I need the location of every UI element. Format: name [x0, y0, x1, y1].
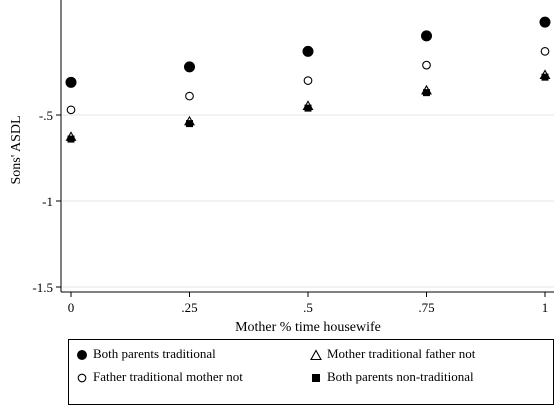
legend-item-both-traditional: Both parents traditional — [75, 346, 216, 362]
point-both-parents-traditional — [421, 30, 432, 42]
filled-square-icon — [309, 369, 323, 385]
legend-label: Mother traditional father not — [327, 346, 476, 361]
point-father-traditional — [66, 105, 76, 115]
point-father-traditional — [185, 91, 194, 101]
point-father-traditional — [303, 76, 313, 85]
legend-label: Father traditional mother not — [93, 369, 243, 384]
y-tick-label: -1 — [42, 194, 53, 209]
hollow-circle-icon — [75, 369, 89, 385]
point-both-parents-traditional — [184, 61, 195, 73]
y-tick-label: -1.5 — [32, 280, 53, 295]
y-axis-title: Sons' ASDL — [9, 115, 24, 184]
x-tick-label: .75 — [418, 300, 434, 315]
point-both-non-traditional — [186, 120, 193, 128]
point-father-traditional — [540, 47, 550, 56]
x-tick-label: 1 — [542, 300, 549, 315]
point-both-parents-traditional — [302, 45, 314, 57]
axes: -.5 -1 -1.5 0 .25 .5 .75 1 — [32, 0, 554, 315]
point-both-non-traditional — [423, 89, 430, 97]
point-both-parents-traditional — [65, 76, 77, 88]
point-both-non-traditional — [67, 135, 75, 143]
x-axis-title: Mother % time housewife — [235, 320, 381, 335]
legend-label: Both parents traditional — [93, 346, 216, 361]
filled-circle-icon — [75, 346, 89, 362]
scatter-chart: -.5 -1 -1.5 0 .25 .5 .75 1 Mother % time housew… — [9, 0, 554, 335]
x-tick-label: .25 — [181, 300, 197, 315]
legend: Both parents traditional Mother traditio… — [68, 339, 554, 405]
legend-item-father-traditional: Father traditional mother not — [75, 369, 243, 385]
point-father-traditional — [422, 60, 431, 70]
point-both-parents-traditional — [539, 16, 551, 28]
point-both-non-traditional — [541, 73, 549, 81]
x-tick-label: .5 — [303, 300, 313, 315]
hollow-triangle-icon — [309, 346, 323, 362]
legend-label: Both parents non-traditional — [327, 369, 474, 384]
point-both-non-traditional — [304, 104, 312, 112]
x-tick-label: 0 — [68, 300, 75, 315]
y-tick-label: -.5 — [39, 108, 53, 123]
legend-item-mother-traditional: Mother traditional father not — [309, 346, 475, 362]
grid-lines — [61, 114, 554, 288]
legend-item-both-non-traditional: Both parents non-traditional — [309, 369, 474, 385]
data-points — [65, 16, 551, 143]
